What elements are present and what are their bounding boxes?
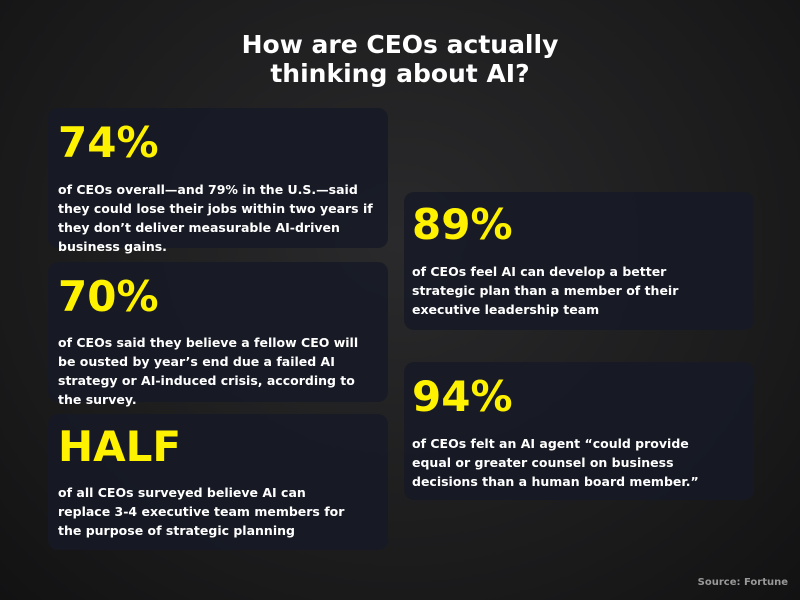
- title: How are CEOs actually thinking about AI?: [241, 30, 559, 88]
- stat-text: of all CEOs surveyed believe AI can repl…: [58, 485, 345, 538]
- stat-text: of CEOs said they believe a fellow CEO w…: [58, 335, 359, 407]
- stat: 89%: [412, 200, 513, 249]
- stat-card: [48, 262, 388, 402]
- stat-card: [404, 362, 754, 500]
- stat-text: of CEOs overall—and 79% in the U.S.—said…: [58, 182, 373, 254]
- stat-text: of CEOs felt an AI agent “could provide …: [412, 436, 699, 489]
- source: Source: Fortune: [697, 577, 788, 588]
- stat-text: of CEOs feel AI can develop a better str…: [412, 264, 679, 317]
- stat: 74%: [58, 118, 159, 167]
- stat-card: [48, 414, 388, 550]
- stat: HALF: [58, 422, 182, 471]
- stat: 70%: [58, 272, 159, 321]
- stat-card: [48, 108, 388, 248]
- stat: 94%: [412, 372, 513, 421]
- stat-card: [404, 192, 754, 330]
